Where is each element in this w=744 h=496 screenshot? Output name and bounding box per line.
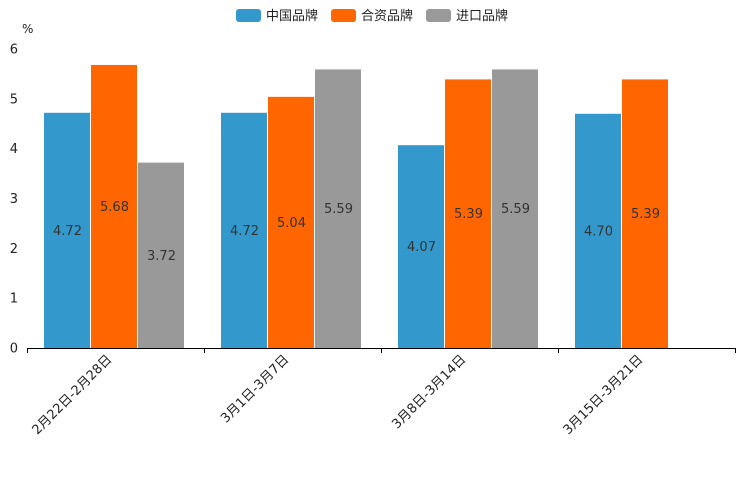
data-label: 4.70 [584, 224, 613, 239]
y-axis: 0 1 2 3 4 5 6 [10, 43, 18, 357]
y-tick-label: 2 [10, 242, 18, 257]
data-label: 5.68 [100, 200, 129, 215]
x-axis: 2月22日-2月28日 3月1日-3月7日 3月8日-3月14日 3月15日-3月21… [27, 348, 736, 438]
bar [398, 145, 444, 348]
legend-item: 中国品牌 [236, 8, 318, 24]
data-label: 5.04 [277, 216, 306, 231]
y-axis-unit-label: % [22, 22, 33, 36]
bar [315, 69, 361, 348]
bar [221, 112, 267, 348]
legend-label: 合资品牌 [361, 8, 413, 24]
bar [445, 79, 491, 349]
x-tick-label: 3月8日-3月14日 [389, 352, 469, 432]
data-label: 3.72 [147, 249, 176, 264]
y-tick-label: 1 [10, 292, 18, 307]
y-tick-label: 6 [10, 43, 18, 58]
data-labels-group: 4.72 4.72 4.07 4.70 5.68 5.04 5.39 5.39 3.72 5.59… [53, 200, 660, 264]
data-label: 4.72 [53, 224, 82, 239]
legend: 中国品牌 合资品牌 进口品牌 [236, 8, 508, 24]
bars-group [44, 64, 668, 349]
legend-item: 进口品牌 [426, 8, 508, 24]
y-tick-label: 4 [10, 142, 18, 157]
bar [138, 162, 184, 348]
bar [91, 64, 137, 349]
x-tick-label: 2月22日-2月28日 [30, 352, 116, 438]
bar [44, 112, 90, 348]
legend-swatch [331, 9, 356, 22]
legend-swatch [426, 9, 451, 22]
x-tick-label: 3月15日-3月21日 [561, 352, 647, 438]
legend-swatch [236, 9, 261, 22]
y-tick-label: 5 [10, 92, 18, 107]
bar [575, 113, 621, 349]
legend-item: 合资品牌 [331, 8, 413, 24]
legend-label: 中国品牌 [266, 8, 318, 24]
data-label: 5.39 [631, 207, 660, 222]
x-tick-label: 3月1日-3月7日 [218, 352, 292, 426]
legend-label: 进口品牌 [456, 8, 508, 24]
data-label: 5.39 [454, 207, 483, 222]
data-label: 5.59 [324, 202, 353, 217]
y-tick-label: 0 [10, 342, 18, 357]
bar [492, 69, 538, 348]
bar [268, 96, 314, 348]
bar [622, 79, 668, 349]
data-label: 4.07 [407, 240, 436, 255]
data-label: 4.72 [230, 224, 259, 239]
y-tick-label: 3 [10, 192, 18, 207]
data-label: 5.59 [501, 202, 530, 217]
